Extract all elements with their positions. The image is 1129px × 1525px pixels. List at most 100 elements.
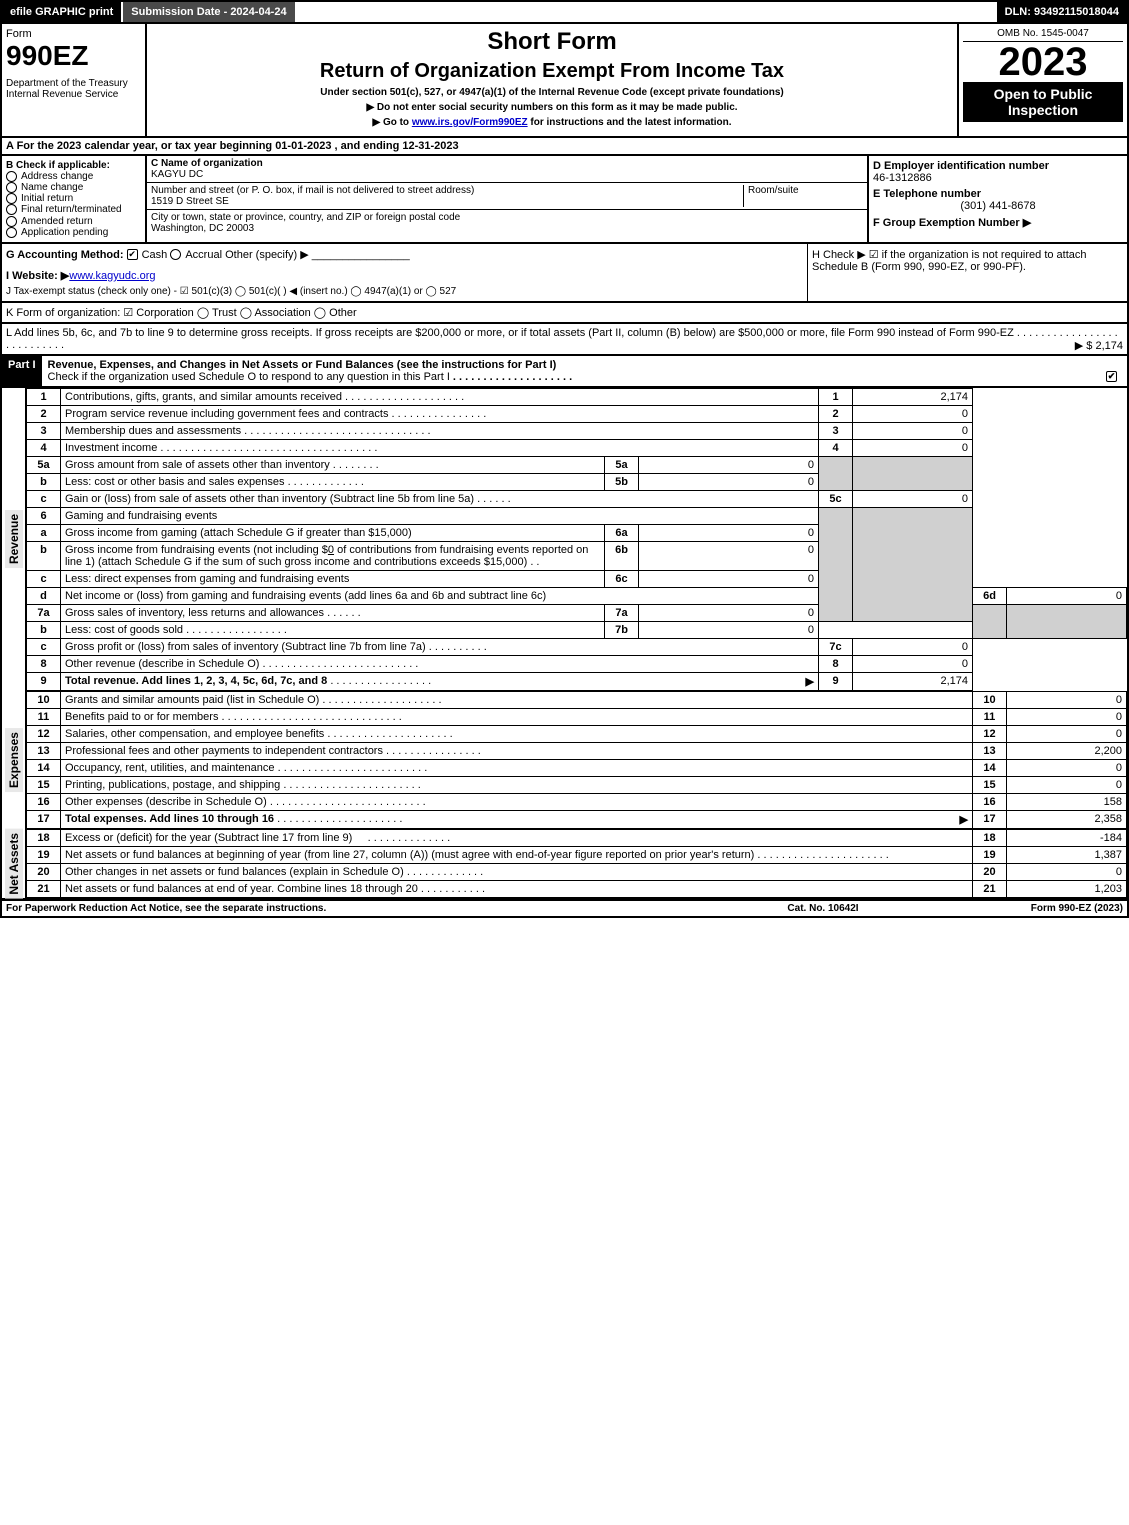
l7b-text: Less: cost of goods sold . . . . . . . .…	[61, 621, 605, 638]
revenue-section: Revenue 1Contributions, gifts, grants, a…	[0, 388, 1129, 691]
goto-pre: ▶ Go to	[372, 117, 411, 128]
l8-val: 0	[853, 655, 973, 672]
street: 1519 D Street SE	[151, 196, 743, 207]
b-item-5: Application pending	[6, 227, 141, 238]
b-item-3: Final return/terminated	[6, 204, 141, 215]
footer-left: For Paperwork Reduction Act Notice, see …	[6, 903, 723, 914]
c-city-row: City or town, state or province, country…	[147, 210, 867, 236]
l7a-val: 0	[639, 604, 819, 621]
l16-text: Other expenses (describe in Schedule O) …	[61, 793, 973, 810]
l9-text: Total revenue. Add lines 1, 2, 3, 4, 5c,…	[61, 672, 819, 690]
l8-text: Other revenue (describe in Schedule O) .…	[61, 655, 819, 672]
c-street-row: Number and street (or P. O. box, if mail…	[147, 183, 867, 210]
tel: (301) 441-8678	[873, 200, 1123, 212]
l-text: L Add lines 5b, 6c, and 7b to line 9 to …	[6, 327, 1014, 339]
website-link[interactable]: www.kagyudc.org	[69, 270, 155, 282]
l6-text: Gaming and fundraising events	[61, 507, 819, 524]
header-right: OMB No. 1545-0047 2023 Open to Public In…	[957, 24, 1127, 136]
l7c-text: Gross profit or (loss) from sales of inv…	[61, 638, 819, 655]
l9-val: 2,174	[853, 672, 973, 690]
revenue-vlabel-cell: Revenue	[2, 388, 26, 691]
dept-treasury: Department of the Treasury	[6, 78, 141, 89]
chk-initial[interactable]	[6, 193, 17, 204]
l5a-val: 0	[639, 456, 819, 473]
goto-post: for instructions and the latest informat…	[528, 117, 732, 128]
part1-title: Revenue, Expenses, and Changes in Net As…	[42, 356, 1127, 386]
irs-label: Internal Revenue Service	[6, 89, 141, 100]
l5b-val: 0	[639, 473, 819, 490]
l6a-val: 0	[639, 524, 819, 541]
chk-cash[interactable]	[127, 249, 138, 260]
l12-text: Salaries, other compensation, and employ…	[61, 725, 973, 742]
l5c-val: 0	[853, 490, 973, 507]
form-header: Form 990EZ Department of the Treasury In…	[0, 24, 1129, 138]
l7b-val: 0	[639, 621, 819, 638]
l6b-val: 0	[639, 541, 819, 570]
topbar: efile GRAPHIC print Submission Date - 20…	[0, 0, 1129, 24]
chk-part1-o[interactable]	[1106, 371, 1117, 382]
l7a-text: Gross sales of inventory, less returns a…	[61, 604, 605, 621]
l17-text: Total expenses. Add lines 10 through 16 …	[61, 810, 973, 828]
line-h: H Check ▶ ☑ if the organization is not r…	[807, 244, 1127, 301]
row-gh: G Accounting Method: Cash Accrual Other …	[0, 244, 1129, 303]
l14-text: Occupancy, rent, utilities, and maintena…	[61, 759, 973, 776]
irs-link[interactable]: www.irs.gov/Form990EZ	[412, 117, 528, 128]
b-item-2: Initial return	[6, 193, 141, 204]
l13-val: 2,200	[1007, 742, 1127, 759]
efile-print-button[interactable]: efile GRAPHIC print	[2, 2, 123, 22]
chk-final[interactable]	[6, 204, 17, 215]
l12-val: 0	[1007, 725, 1127, 742]
l5c-text: Gain or (loss) from sale of assets other…	[61, 490, 819, 507]
topbar-spacer	[297, 2, 997, 22]
l6b-text: Gross income from fundraising events (no…	[61, 541, 605, 570]
chk-amended[interactable]	[6, 216, 17, 227]
goto-line: ▶ Go to www.irs.gov/Form990EZ for instru…	[151, 117, 953, 128]
l6d-val: 0	[1007, 587, 1127, 604]
l6c-text: Less: direct expenses from gaming and fu…	[61, 570, 605, 587]
l15-text: Printing, publications, postage, and shi…	[61, 776, 973, 793]
line-i: I Website: ▶www.kagyudc.org	[6, 269, 803, 282]
tel-label: E Telephone number	[873, 188, 1123, 200]
gh-left: G Accounting Method: Cash Accrual Other …	[2, 244, 807, 301]
room-label: Room/suite	[748, 185, 863, 196]
b-title: B Check if applicable:	[6, 160, 141, 171]
l5b-text: Less: cost or other basis and sales expe…	[61, 473, 605, 490]
b-item-4: Amended return	[6, 216, 141, 227]
chk-accrual[interactable]	[170, 249, 181, 260]
line-l: L Add lines 5b, 6c, and 7b to line 9 to …	[0, 324, 1129, 356]
chk-address[interactable]	[6, 171, 17, 182]
header-left: Form 990EZ Department of the Treasury In…	[2, 24, 147, 136]
l10-val: 0	[1007, 691, 1127, 708]
l4-text: Investment income . . . . . . . . . . . …	[61, 439, 819, 456]
l2-text: Program service revenue including govern…	[61, 405, 819, 422]
l17-val: 2,358	[1007, 810, 1127, 828]
line-a: A For the 2023 calendar year, or tax yea…	[0, 138, 1129, 156]
under-section: Under section 501(c), 527, or 4947(a)(1)…	[151, 87, 953, 98]
l6a-text: Gross income from gaming (attach Schedul…	[61, 524, 605, 541]
l7c-val: 0	[853, 638, 973, 655]
tax-year: 2023	[963, 42, 1123, 82]
group-label: F Group Exemption Number ▶	[873, 216, 1123, 229]
expenses-table: 10Grants and similar amounts paid (list …	[26, 691, 1127, 829]
main-title: Return of Organization Exempt From Incom…	[151, 60, 953, 83]
chk-name[interactable]	[6, 182, 17, 193]
l10-text: Grants and similar amounts paid (list in…	[61, 691, 973, 708]
expenses-vlabel: Expenses	[5, 728, 23, 792]
org-name: KAGYU DC	[151, 169, 863, 180]
l14-val: 0	[1007, 759, 1127, 776]
l1-val: 2,174	[853, 388, 973, 405]
short-form-title: Short Form	[151, 28, 953, 56]
l20-text: Other changes in net assets or fund bala…	[61, 863, 973, 880]
open-public: Open to Public Inspection	[963, 82, 1123, 122]
l13-text: Professional fees and other payments to …	[61, 742, 973, 759]
line-k: K Form of organization: ☑ Corporation ◯ …	[0, 303, 1129, 324]
l-val: ▶ $ 2,174	[1075, 339, 1123, 352]
netassets-vlabel-cell: Net Assets	[2, 829, 26, 899]
chk-pending[interactable]	[6, 227, 17, 238]
footer: For Paperwork Reduction Act Notice, see …	[0, 900, 1129, 918]
i-label: I Website: ▶	[6, 270, 69, 282]
line-j: J Tax-exempt status (check only one) - ☑…	[6, 286, 803, 297]
expenses-section: Expenses 10Grants and similar amounts pa…	[0, 691, 1129, 829]
l2-val: 0	[853, 405, 973, 422]
l15-val: 0	[1007, 776, 1127, 793]
